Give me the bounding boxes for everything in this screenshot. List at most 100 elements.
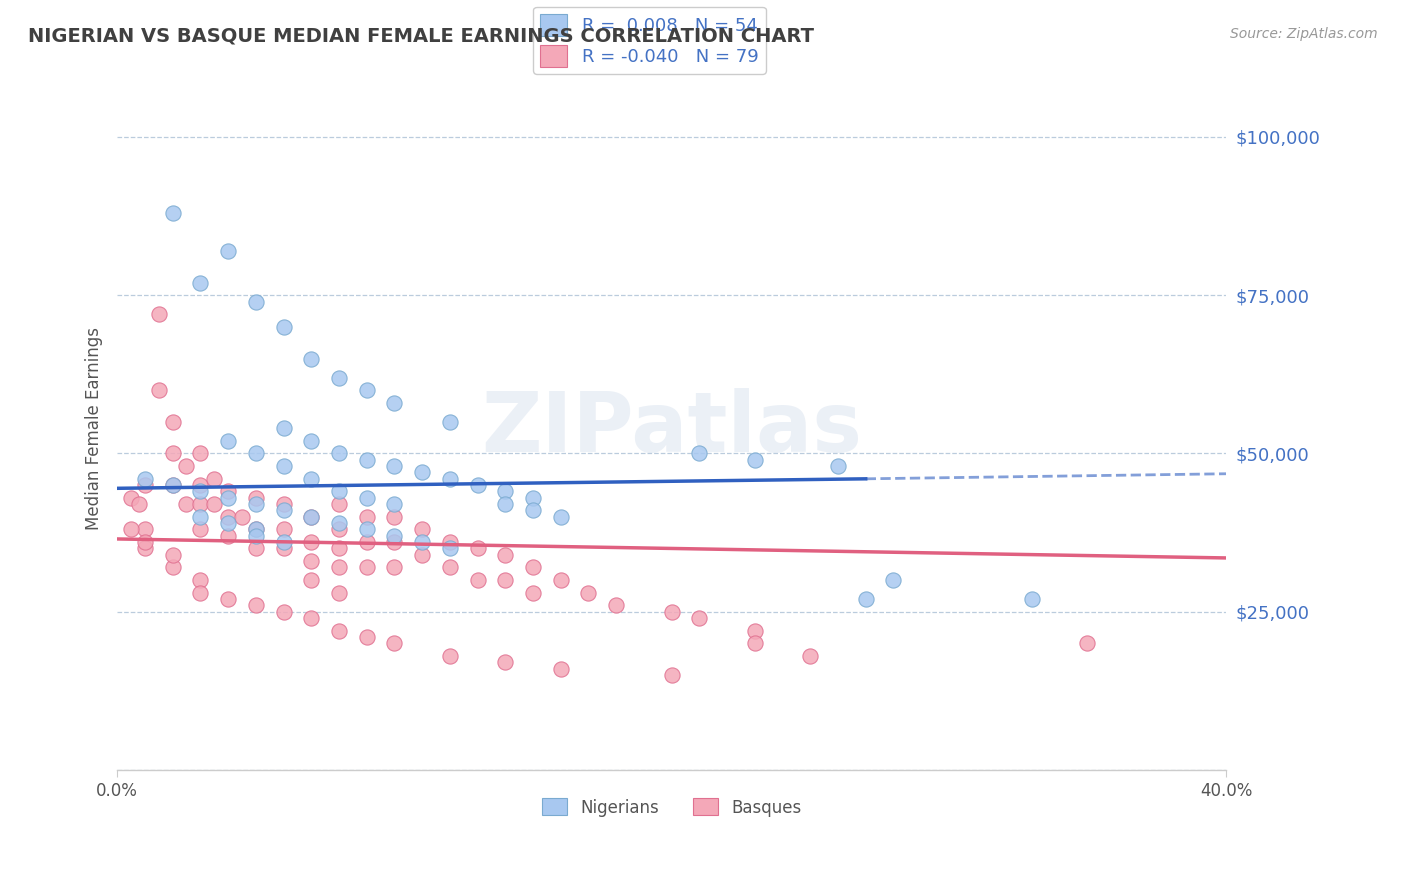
Point [273, 535, 295, 549]
Point [134, 472, 156, 486]
Point [162, 206, 184, 220]
Point [411, 535, 433, 549]
Point [328, 523, 350, 537]
Point [120, 523, 142, 537]
Point [384, 396, 406, 410]
Point [273, 421, 295, 435]
Point [494, 497, 516, 511]
Point [217, 592, 239, 607]
Point [328, 516, 350, 530]
Point [202, 472, 225, 486]
Point [411, 523, 433, 537]
Point [273, 459, 295, 474]
Point [299, 573, 322, 587]
Point [231, 509, 253, 524]
Point [411, 466, 433, 480]
Point [128, 497, 150, 511]
Point [522, 586, 544, 600]
Point [162, 560, 184, 574]
Point [162, 478, 184, 492]
Point [1076, 636, 1098, 650]
Point [494, 484, 516, 499]
Text: NIGERIAN VS BASQUE MEDIAN FEMALE EARNINGS CORRELATION CHART: NIGERIAN VS BASQUE MEDIAN FEMALE EARNING… [28, 27, 814, 45]
Point [190, 586, 212, 600]
Point [744, 624, 766, 638]
Point [273, 605, 295, 619]
Point [550, 662, 572, 676]
Point [328, 624, 350, 638]
Point [328, 484, 350, 499]
Text: ZIPatlas: ZIPatlas [481, 388, 862, 468]
Point [882, 573, 904, 587]
Point [356, 453, 378, 467]
Point [245, 599, 267, 613]
Point [245, 446, 267, 460]
Point [217, 509, 239, 524]
Point [328, 446, 350, 460]
Point [522, 560, 544, 574]
Point [744, 453, 766, 467]
Point [439, 541, 461, 556]
Point [299, 554, 322, 568]
Point [245, 294, 267, 309]
Point [245, 541, 267, 556]
Point [494, 656, 516, 670]
Point [439, 535, 461, 549]
Point [273, 523, 295, 537]
Point [799, 648, 821, 663]
Point [439, 472, 461, 486]
Point [134, 541, 156, 556]
Point [328, 497, 350, 511]
Legend: Nigerians, Basques: Nigerians, Basques [536, 792, 808, 823]
Point [190, 573, 212, 587]
Point [245, 529, 267, 543]
Point [299, 434, 322, 448]
Point [1021, 592, 1043, 607]
Point [384, 636, 406, 650]
Point [550, 573, 572, 587]
Point [190, 523, 212, 537]
Point [356, 491, 378, 505]
Point [273, 497, 295, 511]
Point [217, 434, 239, 448]
Point [273, 503, 295, 517]
Point [190, 484, 212, 499]
Point [162, 478, 184, 492]
Point [176, 497, 198, 511]
Point [217, 529, 239, 543]
Point [190, 276, 212, 290]
Point [384, 535, 406, 549]
Point [299, 535, 322, 549]
Point [273, 541, 295, 556]
Point [467, 478, 489, 492]
Point [467, 573, 489, 587]
Point [688, 446, 710, 460]
Point [120, 491, 142, 505]
Point [134, 535, 156, 549]
Point [328, 586, 350, 600]
Point [299, 351, 322, 366]
Point [661, 668, 683, 682]
Y-axis label: Median Female Earnings: Median Female Earnings [86, 326, 103, 530]
Point [744, 636, 766, 650]
Point [411, 548, 433, 562]
Point [522, 503, 544, 517]
Point [217, 491, 239, 505]
Point [356, 560, 378, 574]
Point [550, 509, 572, 524]
Point [356, 535, 378, 549]
Point [217, 516, 239, 530]
Text: Source: ZipAtlas.com: Source: ZipAtlas.com [1230, 27, 1378, 41]
Point [384, 459, 406, 474]
Point [855, 592, 877, 607]
Point [522, 491, 544, 505]
Point [202, 497, 225, 511]
Point [162, 548, 184, 562]
Point [217, 484, 239, 499]
Point [299, 509, 322, 524]
Point [190, 509, 212, 524]
Point [467, 541, 489, 556]
Point [328, 541, 350, 556]
Point [356, 509, 378, 524]
Point [356, 383, 378, 397]
